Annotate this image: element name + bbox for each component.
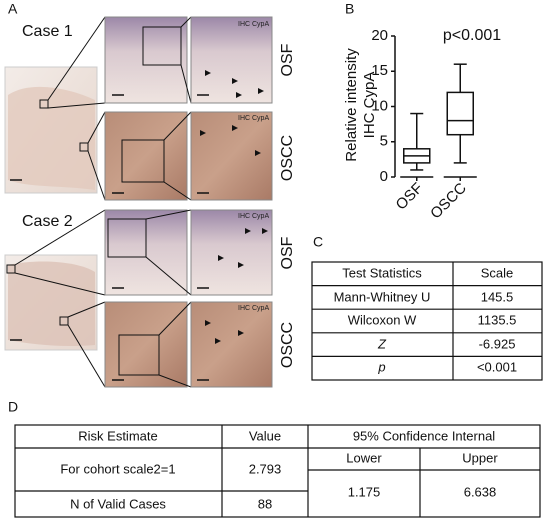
panel-label: B (345, 1, 354, 17)
micrographs (4, 16, 273, 388)
table-cell: 88 (258, 496, 272, 511)
table-header: Value (249, 428, 281, 443)
panel-label: D (8, 399, 18, 415)
case-label: Case 1 (22, 23, 73, 40)
table (311, 261, 543, 381)
table-cell: <0.001 (477, 359, 517, 374)
table-cell: For cohort scale2=1 (60, 461, 175, 476)
table-cell: 2.793 (249, 461, 282, 476)
table-cell: Mann-Whitney U (334, 289, 431, 304)
table-cell: 145.5 (481, 289, 514, 304)
box-plot: B p<0.001 Relative intensity IHC CypA 0 5… (343, 1, 501, 223)
y-axis-label: IHC CypA (361, 72, 378, 139)
y-tick-label: 5 (380, 133, 388, 150)
table-subheader: Lower (346, 450, 382, 465)
tissue-label: OSCC (279, 135, 296, 181)
table-header: 95% Confidence Internal (353, 428, 495, 443)
y-tick-label: 15 (371, 62, 388, 79)
tissue-label: OSCC (279, 322, 296, 368)
x-tick-label: OSCC (427, 180, 470, 223)
table-cell: N of Valid Cases (70, 496, 166, 511)
y-axis-label: Relative intensity (343, 48, 360, 162)
stain-label: IHC CypA (238, 115, 269, 122)
y-tick-label: 20 (371, 27, 388, 44)
table-cell: 1135.5 (478, 312, 517, 327)
table-cell: 6.638 (464, 484, 497, 499)
table-cell: p (377, 359, 385, 374)
table-header: Test Statistics (342, 265, 422, 280)
table-cell: Wilcoxon W (348, 312, 417, 327)
table-header: Risk Estimate (78, 428, 157, 443)
stain-label: IHC CypA (238, 305, 269, 312)
table-subheader: Upper (462, 450, 498, 465)
x-tick-label: OSF (393, 180, 427, 214)
tissue-label: OSF (279, 236, 296, 269)
panel-label: A (8, 1, 18, 17)
table (14, 424, 541, 518)
stain-label: IHC CypA (238, 21, 269, 28)
tissue-label: OSF (279, 43, 296, 76)
annotation: p<0.001 (443, 27, 501, 44)
y-tick-label: 10 (371, 97, 388, 114)
box (446, 91, 474, 136)
stain-label: IHC CypA (238, 213, 269, 220)
y-tick-label: 0 (380, 168, 388, 185)
panel-label: C (313, 234, 323, 250)
table-header: Scale (481, 265, 514, 280)
table-cell: -6.925 (479, 336, 516, 351)
table-cell: Z (377, 336, 387, 351)
case-label: Case 2 (22, 213, 73, 230)
table-cell: 1.175 (348, 484, 381, 499)
